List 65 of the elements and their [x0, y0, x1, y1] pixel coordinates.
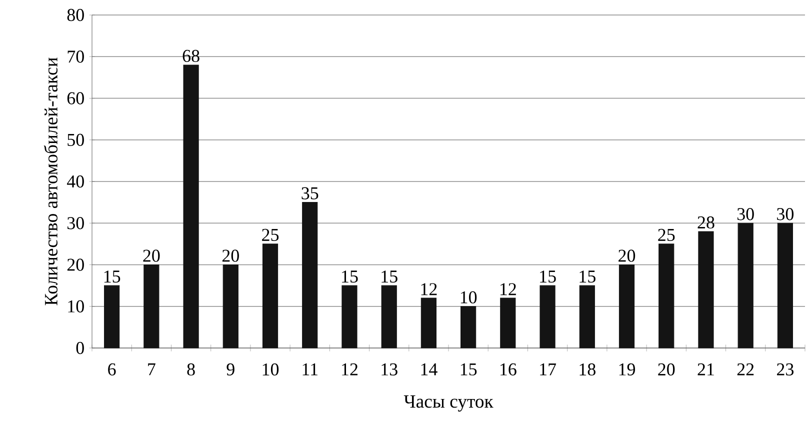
- data-label: 15: [580, 270, 596, 283]
- bar: [342, 285, 358, 348]
- data-label: 30: [777, 208, 794, 220]
- data-label: 15: [382, 270, 398, 283]
- y-tick-label: 40: [66, 175, 84, 188]
- data-label: 15: [540, 270, 556, 283]
- x-tick-label: 11: [302, 363, 318, 376]
- x-tick-label: 7: [148, 363, 156, 376]
- x-tick-label: 17: [540, 363, 556, 376]
- data-label: 15: [104, 270, 120, 283]
- y-tick-label: 70: [68, 50, 84, 63]
- bar: [777, 222, 793, 348]
- data-label: 28: [698, 216, 714, 229]
- data-label: 20: [222, 250, 239, 262]
- x-tick-label: 22: [737, 363, 754, 376]
- bar: [698, 231, 714, 348]
- bar: [183, 64, 199, 348]
- x-tick-label: 14: [421, 363, 438, 376]
- y-axis-title: Количество автомобилей-такси: [44, 58, 58, 306]
- bar: [144, 264, 160, 348]
- data-label: 12: [500, 283, 516, 296]
- data-label: 10: [460, 291, 477, 304]
- data-label: 30: [737, 208, 754, 220]
- bar: [420, 298, 436, 348]
- x-tick-label: 12: [342, 363, 358, 376]
- bar: [738, 222, 754, 348]
- x-tick-label: 6: [108, 363, 116, 376]
- x-tick-label: 8: [187, 363, 195, 376]
- bar: [302, 202, 318, 348]
- y-tick-label: 50: [68, 134, 84, 146]
- x-tick-label: 23: [776, 363, 794, 376]
- x-tick-label: 16: [500, 363, 516, 376]
- x-tick-label: 18: [580, 363, 596, 376]
- x-tick-label: 15: [460, 363, 477, 376]
- bar: [540, 285, 556, 348]
- y-tick-label: 60: [67, 92, 84, 104]
- bar: [658, 244, 674, 348]
- bar: [618, 264, 635, 348]
- x-tick-label: 13: [382, 363, 398, 376]
- y-tick-label: 80: [67, 8, 84, 22]
- data-label: 20: [143, 250, 160, 262]
- data-label: 12: [421, 283, 437, 296]
- bar: [500, 298, 516, 348]
- bar: [460, 306, 476, 348]
- x-tick-label: 21: [698, 363, 714, 376]
- y-tick-label: 30: [67, 217, 84, 230]
- bar: [381, 285, 397, 348]
- x-axis-title: Часы суток: [404, 395, 494, 412]
- bar: [579, 285, 595, 348]
- bar: [222, 264, 238, 348]
- x-tick-label: 10: [262, 363, 279, 376]
- data-label: 25: [658, 228, 675, 241]
- y-tick-label: 10: [68, 300, 84, 312]
- x-tick-label: 9: [226, 363, 234, 376]
- y-tick-label: 0: [76, 342, 84, 354]
- data-label: 15: [342, 270, 358, 283]
- x-tick-label: 19: [619, 363, 636, 376]
- data-label: 20: [618, 250, 636, 262]
- x-tick-label: 20: [658, 363, 675, 376]
- bar: [262, 244, 278, 348]
- data-label: 68: [182, 50, 200, 62]
- data-label: 35: [302, 187, 318, 200]
- data-label: 25: [262, 228, 279, 241]
- bar: [104, 285, 120, 348]
- y-tick-label: 20: [67, 258, 84, 271]
